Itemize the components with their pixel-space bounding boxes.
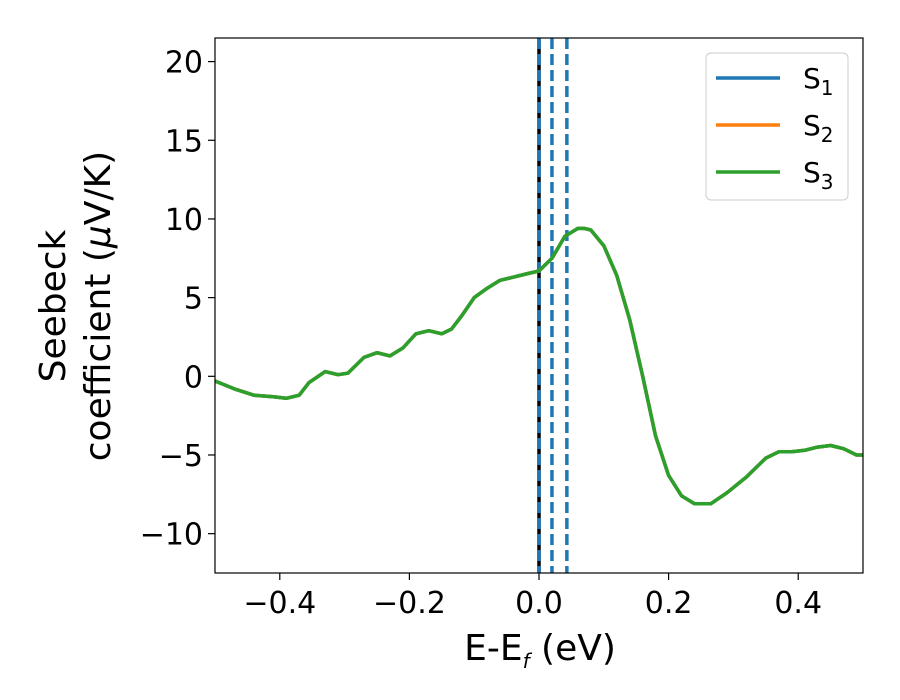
y-tick-label-3: 5: [184, 282, 203, 317]
x-tick-label-2: 0.0: [515, 586, 563, 621]
x-tick-label-1: −0.2: [373, 586, 446, 621]
x-axis-ticks: −0.4 −0.2 0.0 0.2 0.4: [243, 573, 822, 621]
x-tick-label-0: −0.4: [243, 586, 316, 621]
y-tick-label-4: 10: [165, 203, 203, 238]
x-tick-label-3: 0.2: [645, 586, 693, 621]
y-axis-label: Seebeck coefficient (μV/K): [33, 151, 119, 461]
plot-marks: [215, 38, 863, 573]
y-axis-label-line2: coefficient (μV/K): [78, 151, 119, 461]
legend-label-S1: S1: [803, 62, 834, 100]
y-tick-label-6: 20: [165, 46, 203, 81]
y-tick-label-0: −10: [140, 518, 203, 553]
y-tick-label-1: −5: [159, 439, 203, 474]
y-axis-ticks: −10 −5 0 5 10 15 20: [140, 46, 215, 553]
series-line-S3: [215, 226, 863, 506]
x-tick-label-4: 0.4: [774, 586, 822, 621]
y-tick-label-2: 0: [184, 360, 203, 395]
y-axis-label-line1: Seebeck: [33, 229, 74, 382]
x-axis-label: E-Ef (eV): [464, 628, 616, 673]
legend-label-S2: S2: [803, 109, 834, 147]
legend-label-S3: S3: [803, 156, 834, 194]
legend: S1 S2 S3: [705, 52, 849, 201]
y-tick-label-5: 15: [165, 124, 203, 159]
